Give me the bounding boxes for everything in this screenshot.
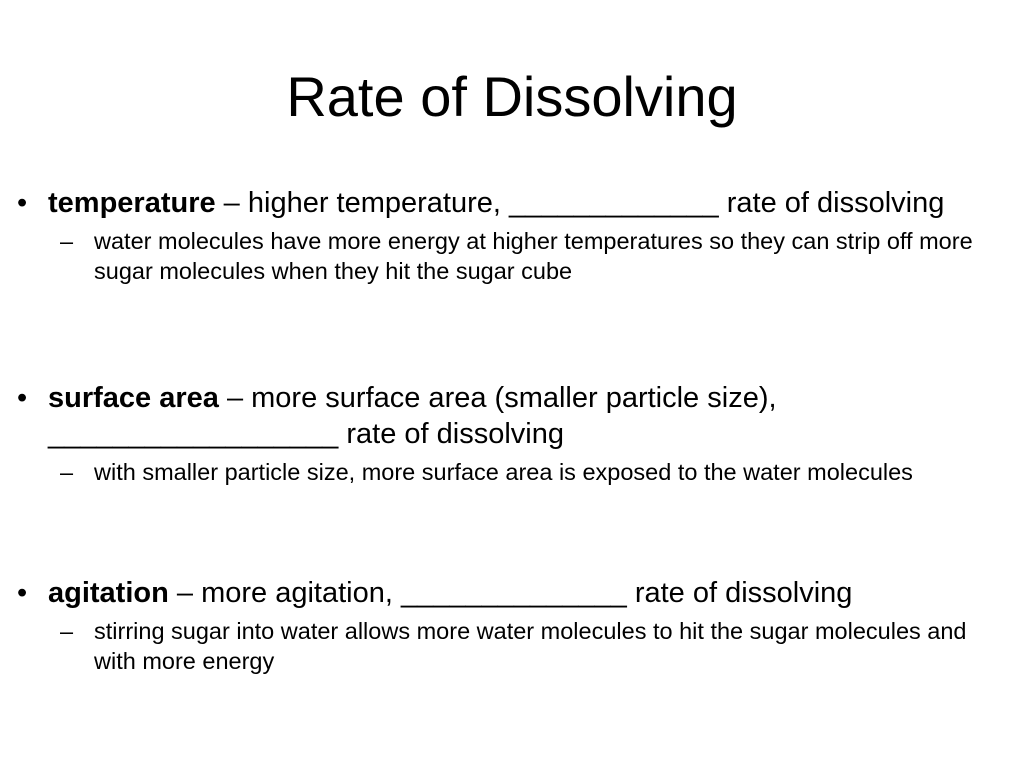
bullet-text: temperature – higher temperature, ______…	[48, 185, 1004, 221]
bullet-term: surface area	[48, 382, 219, 414]
bullet-text: surface area – more surface area (smalle…	[48, 380, 1004, 452]
bullet-marker: •	[17, 187, 28, 219]
sub-bullet-line: – with smaller particle size, more surfa…	[58, 457, 1004, 487]
bullet-line: • agitation – more agitation, __________…	[14, 575, 1004, 611]
sub-bullet-text: water molecules have more energy at high…	[94, 228, 973, 284]
slide-title: Rate of Dissolving	[286, 65, 738, 128]
bullet-line: • surface area – more surface area (smal…	[14, 380, 1004, 452]
sub-bullet-marker: –	[60, 459, 74, 485]
bullet-body: – higher temperature, _____________ rate…	[215, 187, 945, 219]
bullet-body: – more surface area (smaller particle si…	[48, 382, 777, 450]
bullet-term: agitation	[48, 577, 169, 609]
sub-bullet-marker: –	[60, 228, 74, 254]
bullet-text: agitation – more agitation, ____________…	[48, 575, 1004, 611]
bullet-surface-area: • surface area – more surface area (smal…	[14, 380, 1004, 487]
sub-bullet-line: – stirring sugar into water allows more …	[58, 616, 1004, 676]
sub-bullet-line: – water molecules have more energy at hi…	[58, 226, 1004, 286]
bullet-term: temperature	[48, 187, 216, 219]
bullet-body: – more agitation, ______________ rate of…	[168, 577, 853, 609]
bullet-line: • temperature – higher temperature, ____…	[14, 185, 1004, 221]
sub-bullet-text: with smaller particle size, more surface…	[94, 459, 913, 485]
sub-bullet-marker: –	[60, 618, 74, 644]
sub-bullet-text: stirring sugar into water allows more wa…	[94, 618, 967, 674]
bullet-marker: •	[17, 382, 28, 414]
bullet-marker: •	[17, 577, 28, 609]
bullet-temperature: • temperature – higher temperature, ____…	[14, 185, 1004, 286]
bullet-agitation: • agitation – more agitation, __________…	[14, 575, 1004, 676]
